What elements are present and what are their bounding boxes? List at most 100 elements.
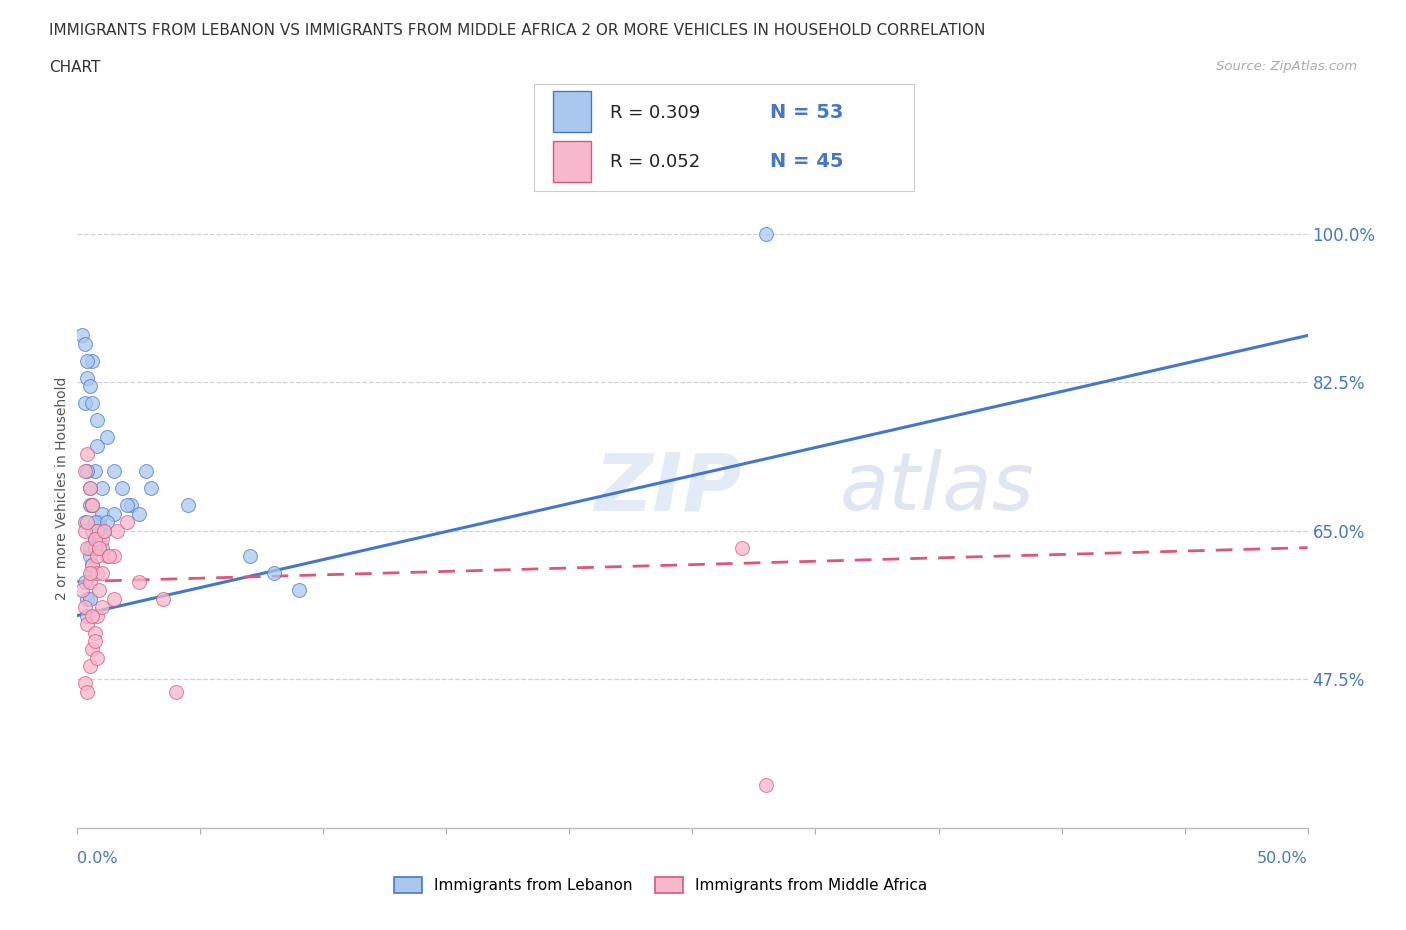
Point [103,549,125,564]
Point [86,438,108,453]
Point [90,506,114,521]
Point [73,515,96,530]
Point [86,549,108,564]
Point [79,481,101,496]
Point [86,515,108,530]
Point [89,540,111,555]
Legend: Immigrants from Lebanon, Immigrants from Middle Africa: Immigrants from Lebanon, Immigrants from… [388,870,934,899]
Point [82,524,104,538]
Text: ZIP: ZIP [595,449,741,527]
Point [76,370,98,385]
Point [76,608,98,623]
Point [177,498,200,512]
Point [731,540,754,555]
Point [86,524,108,538]
Point [103,591,125,606]
Point [86,608,108,623]
Text: CHART: CHART [49,60,101,75]
Point [73,574,96,589]
Point [76,446,98,461]
Point [76,464,98,479]
Point [93,524,115,538]
Point [76,684,98,699]
Point [152,591,174,606]
Point [83,464,105,479]
Point [79,540,101,555]
Point [121,498,143,512]
Point [79,498,101,512]
Point [79,591,101,606]
Point [90,481,114,496]
Point [70,328,93,343]
Text: N = 53: N = 53 [769,103,844,122]
Point [76,515,98,530]
Text: IMMIGRANTS FROM LEBANON VS IMMIGRANTS FROM MIDDLE AFRICA 2 OR MORE VEHICLES IN H: IMMIGRANTS FROM LEBANON VS IMMIGRANTS FR… [49,23,986,38]
Point [76,617,98,631]
Point [288,582,311,598]
Point [73,464,96,479]
Point [90,540,114,555]
Point [79,379,101,394]
Point [239,549,262,564]
Text: R = 0.309: R = 0.309 [610,103,700,122]
Point [141,481,163,496]
Text: atlas: atlas [841,449,1035,527]
Point [89,524,111,538]
Point [73,676,96,691]
Point [76,591,98,606]
Point [82,396,104,411]
Point [86,413,108,428]
Point [79,574,101,589]
Y-axis label: 2 or more Vehicles in Household: 2 or more Vehicles in Household [55,377,69,600]
Point [105,524,128,538]
Point [82,642,104,657]
Point [755,226,778,241]
Point [73,396,96,411]
Point [73,524,96,538]
Point [98,549,121,564]
Point [82,608,104,623]
Point [76,353,98,368]
Point [70,582,93,598]
Point [89,515,111,530]
Point [83,515,105,530]
Point [90,565,114,580]
Point [89,532,111,547]
Point [111,481,134,496]
Point [73,600,96,615]
Point [86,651,108,666]
Point [93,524,115,538]
Point [96,430,118,445]
Point [263,565,285,580]
FancyBboxPatch shape [554,91,591,132]
Point [76,540,98,555]
Point [89,582,111,598]
Point [755,777,778,792]
Point [82,565,104,580]
Point [82,498,104,512]
Point [90,532,114,547]
Text: 0.0%: 0.0% [77,851,118,866]
Point [83,540,105,555]
Point [96,515,118,530]
Point [82,498,104,512]
Point [128,574,150,589]
Point [83,532,105,547]
Point [82,557,104,572]
Point [128,506,150,521]
Point [83,633,105,648]
Point [73,337,96,352]
Point [82,557,104,572]
Point [165,684,187,699]
Point [86,524,108,538]
Point [115,515,138,530]
Point [79,481,101,496]
Point [79,549,101,564]
FancyBboxPatch shape [554,141,591,182]
Text: R = 0.052: R = 0.052 [610,153,700,171]
Point [83,532,105,547]
Text: N = 45: N = 45 [769,153,844,171]
Point [83,532,105,547]
Point [79,565,101,580]
Point [82,353,104,368]
